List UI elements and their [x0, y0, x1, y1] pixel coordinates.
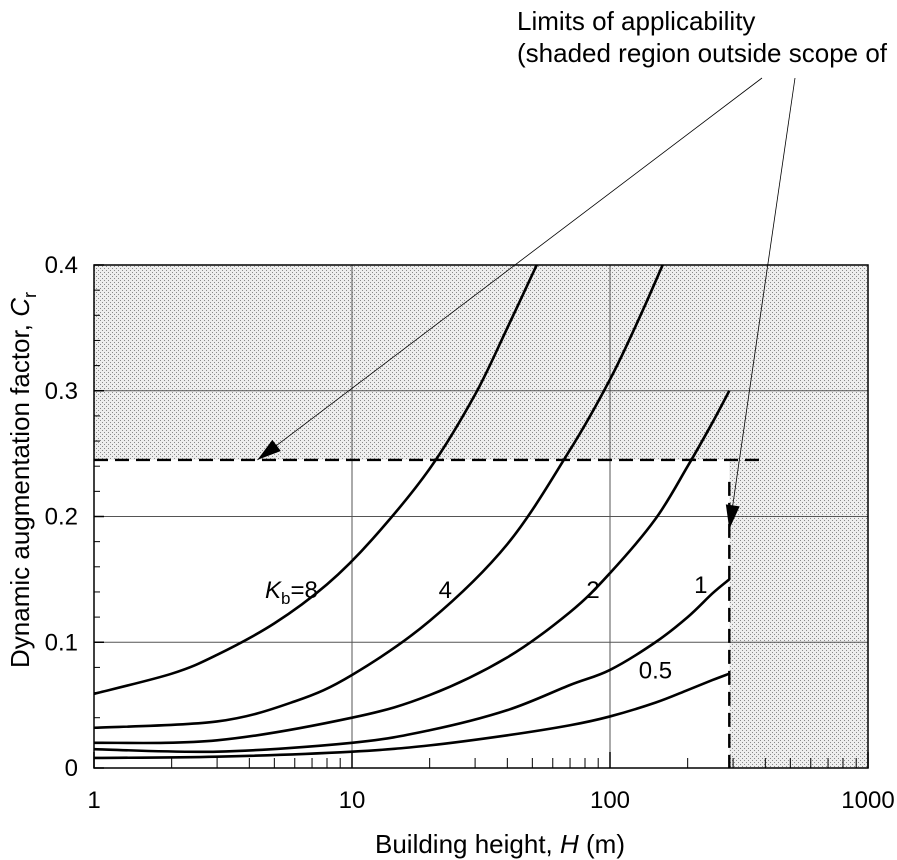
series-label-kb-8: Kb=8: [265, 577, 318, 608]
x-tick-label: 100: [590, 787, 630, 814]
annotation-arrowhead: [257, 439, 281, 460]
annotation: Limits of applicability(shaded region ou…: [257, 6, 888, 530]
y-axis-label: Dynamic augmentation factor, Cr: [5, 292, 40, 668]
axis-ticks: 1 10 100 1000 0 0.1 0.2 0.3 0.4: [45, 252, 895, 814]
annotation-line-2: (shaded region outside scope of: [517, 38, 888, 68]
y-tick-label: 0.4: [45, 252, 78, 279]
x-tick-label: 10: [339, 787, 366, 814]
y-tick-label: 0: [65, 755, 78, 782]
series-line-kb-0-5: [94, 672, 730, 760]
series-line-kb-1: [94, 578, 731, 754]
series-line-kb-8: [94, 265, 538, 696]
minor-ticks: [171, 758, 857, 768]
series-label-kb-4: 4: [439, 577, 452, 604]
x-axis-label: Building height, H (m): [375, 829, 625, 859]
annotation-pointer-line: [257, 77, 763, 461]
x-tick-label: 1: [87, 787, 100, 814]
series-label-kb-0-5: 0.5: [639, 658, 672, 685]
y-tick-label: 0.2: [45, 504, 78, 531]
x-tick-label: 1000: [841, 787, 894, 814]
series-label-kb-1: 1: [694, 572, 707, 599]
grid: [94, 265, 868, 768]
series-line-kb-4: [94, 265, 664, 730]
y-tick-label: 0.1: [45, 629, 78, 656]
series: [94, 265, 731, 760]
annotation-pointer-line: [728, 77, 796, 530]
annotation-line-1: Limits of applicability: [517, 6, 755, 36]
series-label-kb-2: 2: [586, 577, 599, 604]
series-line-kb-2: [94, 390, 731, 745]
annotation-arrowhead: [725, 504, 740, 530]
y-tick-label: 0.3: [45, 378, 78, 405]
limit-lines: [94, 458, 760, 768]
series-labels: Kb=8 4 2 1 0.5: [265, 572, 708, 685]
